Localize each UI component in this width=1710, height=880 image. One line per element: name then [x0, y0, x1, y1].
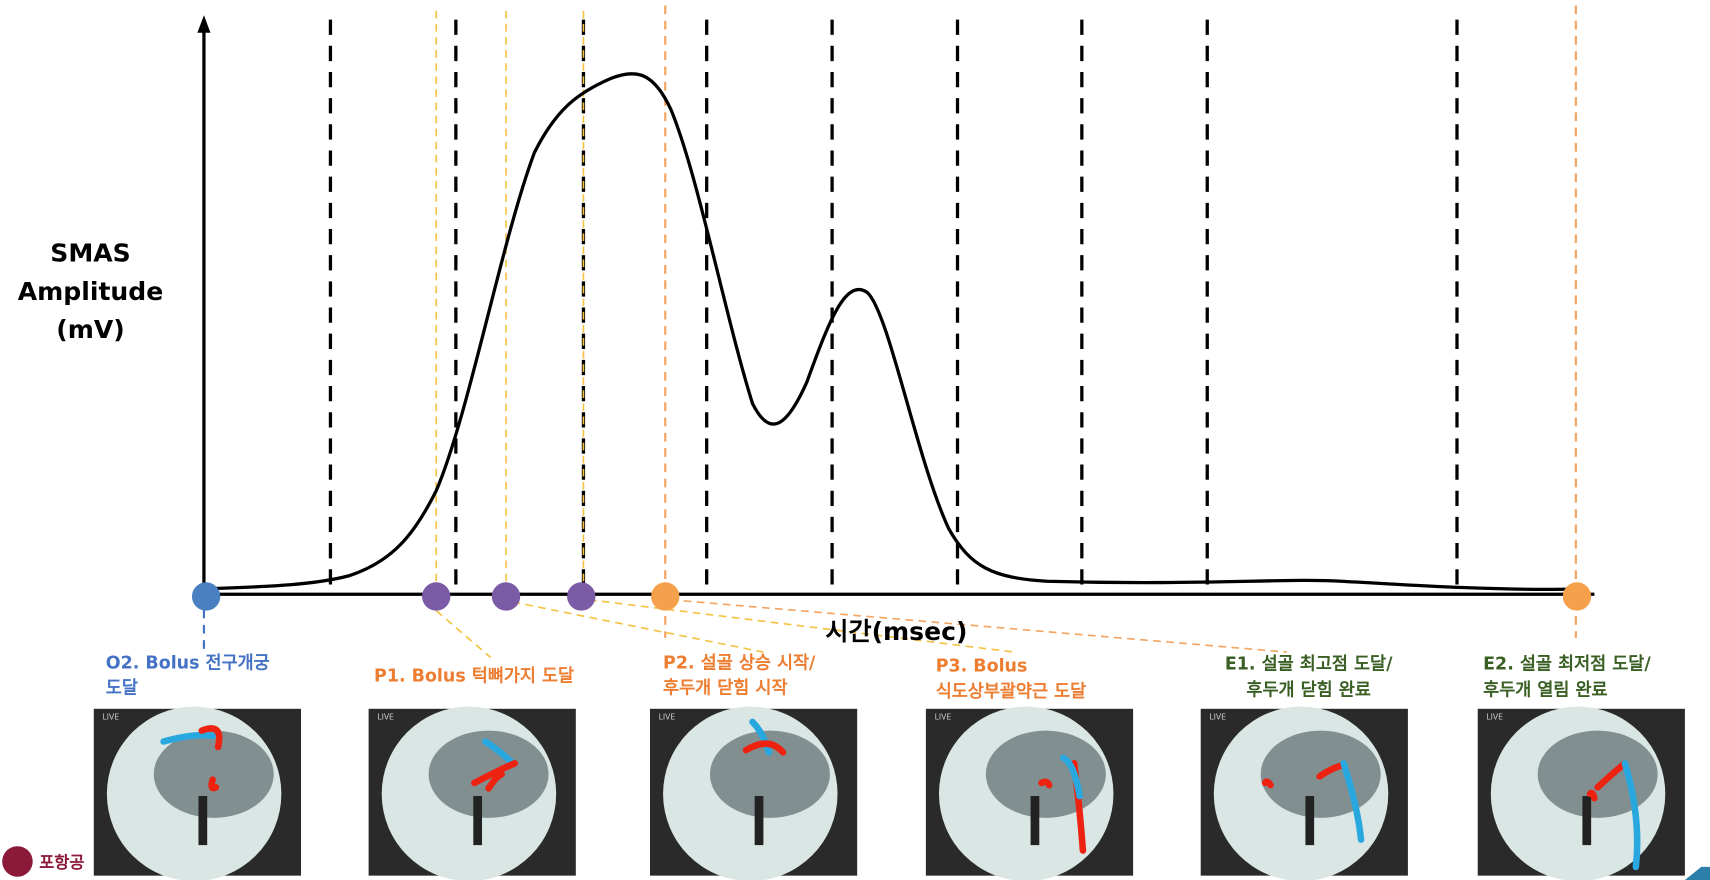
xray-panels: LIVE LIVE LIVE LIVE LIVE LIVE — [93, 706, 1685, 880]
panel-tag: LIVE — [103, 713, 120, 722]
xray-airway — [198, 796, 208, 846]
xray-airway — [473, 796, 483, 846]
xray-anatomy — [985, 730, 1106, 818]
event-label: P1. Bolus 턱뼈가지 도달 — [374, 666, 574, 687]
smas-curve — [203, 72, 1582, 591]
xray-airway — [1305, 796, 1315, 846]
event-marker — [1562, 582, 1592, 611]
connector — [512, 601, 764, 653]
annotation-stroke — [1261, 778, 1274, 789]
event-label: E2. 설골 최저점 도달/ — [1483, 654, 1651, 675]
event-marker — [651, 582, 680, 611]
event-marker — [567, 582, 596, 611]
y-axis-label: (mV) — [56, 315, 124, 344]
annotation-stroke — [485, 770, 505, 792]
x-axis-label: 시간(msec) — [825, 617, 967, 646]
annotation-stroke — [198, 725, 223, 751]
connector — [435, 610, 492, 659]
event-label: P3. Bolus — [936, 657, 1028, 677]
event-label: 도달 — [106, 678, 138, 699]
event-label: P2. 설골 상승 시작/ — [663, 653, 816, 673]
xray-anatomy — [709, 730, 830, 818]
event-label: 식도상부괄약근 도달 — [936, 681, 1086, 702]
xray-airway — [754, 796, 764, 846]
event-label: 후두개 열림 완료 — [1483, 680, 1607, 701]
y-axis-arrow — [197, 15, 211, 33]
annotation-stroke — [208, 776, 220, 792]
event-label: O2. Bolus 전구개궁 — [106, 653, 270, 673]
event-label: 후두개 닫힘 시작 — [663, 678, 787, 699]
event-markers — [191, 582, 1592, 611]
annotation-stroke — [1340, 760, 1365, 843]
annotation-stroke — [749, 718, 773, 756]
panel-tag: LIVE — [659, 713, 676, 722]
event-label: 후두개 닫힘 완료 — [1246, 680, 1370, 701]
annotation-stroke — [1060, 754, 1083, 800]
connector — [670, 598, 1287, 653]
panel-tag: LIVE — [377, 713, 394, 722]
y-axis-label: Amplitude — [18, 277, 164, 306]
y-axis-label: SMAS — [50, 239, 131, 268]
guide-lines — [328, 5, 1577, 638]
panel-tag: LIVE — [935, 713, 952, 722]
annotation-stroke — [1586, 789, 1598, 802]
panel-tag: LIVE — [1486, 713, 1503, 722]
annotation-stroke — [471, 760, 519, 787]
event-marker — [491, 582, 521, 611]
annotation-stroke — [1621, 760, 1641, 871]
logo-text: 포항공 — [39, 853, 84, 872]
event-label: E1. 설골 최고점 도달/ — [1225, 654, 1393, 675]
annotation-stroke — [1316, 762, 1345, 780]
xray-anatomy — [1537, 730, 1658, 818]
panel-tag: LIVE — [1209, 713, 1226, 722]
annotation-stroke — [482, 738, 516, 767]
event-marker — [191, 582, 221, 611]
xray-anatomy — [153, 730, 274, 818]
event-marker — [422, 582, 451, 611]
xray-airway — [1030, 796, 1040, 846]
logo-right — [1684, 866, 1710, 880]
annotation-stroke — [742, 740, 787, 756]
annotation-stroke — [1038, 778, 1053, 789]
logo-icon — [2, 846, 33, 877]
annotation-stroke — [160, 731, 216, 745]
xray-airway — [1582, 796, 1592, 846]
